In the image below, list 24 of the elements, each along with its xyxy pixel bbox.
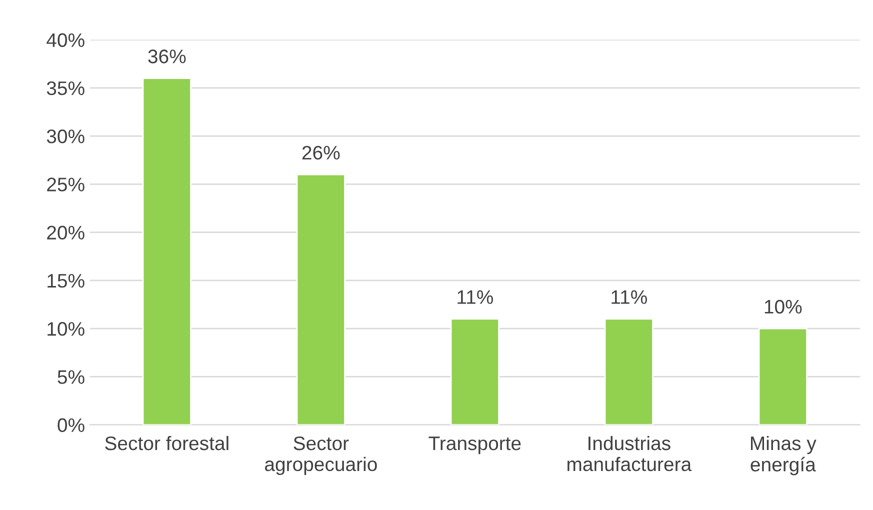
y-tick-label: 25% bbox=[47, 178, 84, 192]
y-tick-label: 40% bbox=[46, 33, 84, 48]
bar bbox=[296, 174, 346, 425]
data-label: 10% bbox=[764, 300, 802, 314]
data-label: 36% bbox=[148, 50, 186, 64]
data-label: 26% bbox=[302, 146, 340, 160]
y-tick-label: 35% bbox=[46, 81, 84, 96]
data-label: 11% bbox=[612, 290, 647, 304]
y-tick-label: 0% bbox=[58, 418, 84, 432]
x-tick-label: Sector agropecuario bbox=[264, 436, 377, 476]
y-tick-label: 20% bbox=[47, 226, 84, 240]
bar bbox=[604, 318, 654, 425]
bar bbox=[758, 328, 808, 425]
data-label: 11% bbox=[458, 290, 493, 304]
x-tick-label: Sector forestal bbox=[105, 436, 228, 450]
bar bbox=[142, 78, 192, 425]
bar bbox=[450, 318, 500, 425]
y-tick-label: 15% bbox=[48, 274, 84, 288]
x-tick-label: Transporte bbox=[428, 436, 521, 454]
x-tick-label: Minas y energía bbox=[750, 436, 816, 476]
x-tick-label: Industrias manufacturera bbox=[568, 436, 692, 472]
y-tick-label: 30% bbox=[46, 130, 84, 144]
y-tick-label: 10% bbox=[48, 322, 84, 336]
y-tick-label: 5% bbox=[58, 370, 84, 384]
